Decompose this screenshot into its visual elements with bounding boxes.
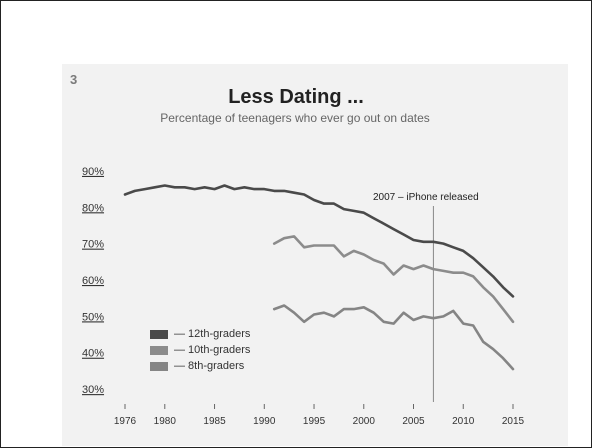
- x-tick-label: 1995: [303, 416, 326, 427]
- page-number: 3: [70, 72, 78, 87]
- legend-label-8th: — 8th-graders: [174, 360, 245, 372]
- x-tick-label: 2010: [452, 416, 475, 427]
- y-tick-label: 40%: [82, 348, 104, 360]
- legend-label-12th: — 12th-graders: [174, 328, 251, 340]
- x-tick-label: 1985: [203, 416, 226, 427]
- legend-item-10th: — 10th-graders: [150, 342, 250, 358]
- legend-item-12th: — 12th-graders: [150, 326, 250, 342]
- x-tick-label: 2005: [402, 416, 425, 427]
- chart-legend: — 12th-graders — 10th-graders — 8th-grad…: [150, 326, 250, 374]
- chart-title: Less Dating ...: [228, 86, 364, 108]
- chart-panel: [62, 64, 568, 446]
- legend-item-8th: — 8th-graders: [150, 358, 250, 374]
- x-tick-label: 1990: [253, 416, 276, 427]
- legend-swatch-8th: [150, 361, 168, 371]
- x-tick-label: 2000: [353, 416, 376, 427]
- y-tick-label: 90%: [82, 166, 104, 178]
- chart-subtitle: Percentage of teenagers who ever go out …: [160, 111, 430, 125]
- y-tick-label: 50%: [82, 311, 104, 323]
- iphone-release-label: 2007 – iPhone released: [373, 192, 479, 203]
- series-line-8th-graders: [272, 304, 515, 371]
- y-axis-ticks: 90% 80% 70% 60% 50% 40% 30%: [82, 166, 104, 396]
- x-tick-label: 1980: [154, 416, 177, 427]
- series-line-12th-graders: [123, 184, 515, 298]
- y-tick-label: 80%: [82, 202, 104, 214]
- y-tick-label: 30%: [82, 384, 104, 396]
- series-lines: [123, 184, 515, 371]
- x-tick-label: 1976: [114, 416, 137, 427]
- series-line-10th-graders: [272, 235, 515, 324]
- y-tick-label: 60%: [82, 275, 104, 287]
- x-axis-ticks: 1976 1980 1985 1990 1995 2000 2005 2010 2015: [114, 404, 525, 427]
- y-tick-label: 70%: [82, 239, 104, 251]
- legend-label-10th: — 10th-graders: [174, 344, 251, 356]
- legend-swatch-12th: [150, 329, 168, 339]
- legend-swatch-10th: [150, 345, 168, 355]
- x-tick-label: 2015: [502, 416, 525, 427]
